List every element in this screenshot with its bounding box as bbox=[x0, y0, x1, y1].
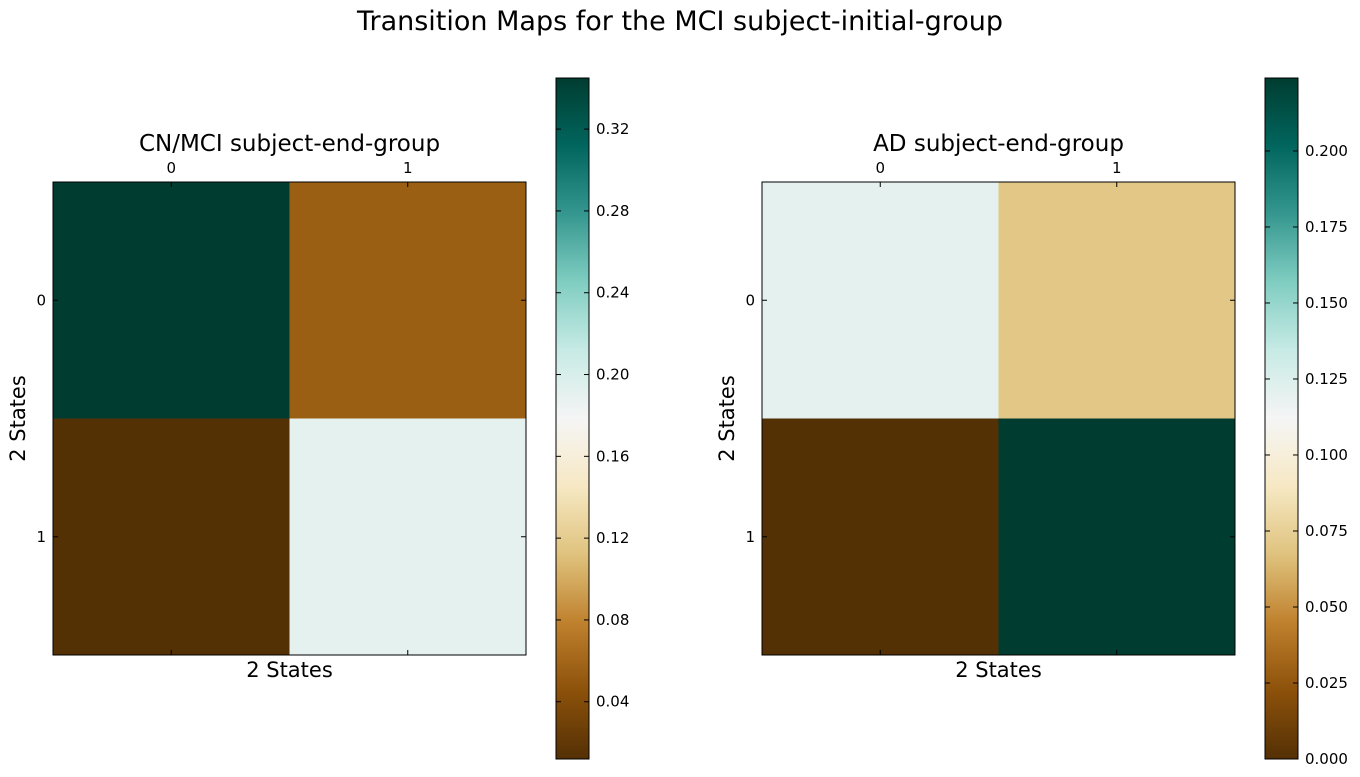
figure-title: Transition Maps for the MCI subject-init… bbox=[356, 6, 1004, 37]
y-tick-label: 0 bbox=[36, 291, 46, 309]
axes-frame bbox=[761, 181, 1236, 656]
panel-title: AD subject-end-group bbox=[873, 131, 1124, 157]
axes-frame bbox=[52, 181, 527, 656]
heatmap-cell bbox=[998, 418, 1236, 656]
panel-title: CN/MCI subject-end-group bbox=[139, 131, 440, 157]
y-tick-label: 1 bbox=[36, 528, 46, 546]
heatmap-cell bbox=[53, 182, 290, 419]
colorbar-tick-label: 0.28 bbox=[596, 202, 629, 220]
colorbar-tick-label: 0.08 bbox=[596, 611, 629, 629]
colorbar-tick-label: 0.32 bbox=[596, 120, 629, 138]
x-tick-label: 1 bbox=[1112, 159, 1122, 177]
heatmap-cell bbox=[289, 418, 527, 656]
colorbar-tick-label: 0.125 bbox=[1305, 370, 1348, 388]
y-axis-label: 2 States bbox=[6, 375, 30, 462]
colorbar-tick-label: 0.150 bbox=[1305, 294, 1348, 312]
x-axis-label: 2 States bbox=[955, 658, 1042, 682]
heatmap-cell bbox=[53, 418, 290, 656]
x-tick-label: 1 bbox=[403, 159, 413, 177]
colorbar-tick-label: 0.12 bbox=[596, 529, 629, 547]
colorbar-tick-label: 0.20 bbox=[596, 366, 629, 384]
colorbar bbox=[1264, 77, 1299, 760]
colorbar-tick-label: 0.100 bbox=[1305, 446, 1348, 464]
x-axis-label: 2 States bbox=[246, 658, 333, 682]
colorbar-tick-label: 0.04 bbox=[596, 693, 629, 711]
colorbar-tick-label: 0.075 bbox=[1305, 522, 1348, 540]
heatmap-cell bbox=[762, 418, 999, 656]
colorbar-tick-label: 0.000 bbox=[1305, 750, 1348, 768]
colorbar-tick-label: 0.24 bbox=[596, 284, 629, 302]
colorbar-tick-label: 0.200 bbox=[1305, 142, 1348, 160]
colorbar-tick-label: 0.050 bbox=[1305, 598, 1348, 616]
x-tick-label: 0 bbox=[875, 159, 885, 177]
colorbar-tick-label: 0.175 bbox=[1305, 218, 1348, 236]
y-axis-label: 2 States bbox=[715, 375, 739, 462]
heatmap-cell bbox=[762, 182, 999, 419]
colorbar-tick-label: 0.16 bbox=[596, 447, 629, 465]
colorbar-tick-label: 0.025 bbox=[1305, 674, 1348, 692]
y-tick-label: 1 bbox=[745, 528, 755, 546]
y-tick-label: 0 bbox=[745, 291, 755, 309]
heatmap-cell bbox=[998, 182, 1236, 419]
colorbar bbox=[555, 77, 590, 760]
heatmap-cell bbox=[289, 182, 527, 419]
x-tick-label: 0 bbox=[166, 159, 176, 177]
